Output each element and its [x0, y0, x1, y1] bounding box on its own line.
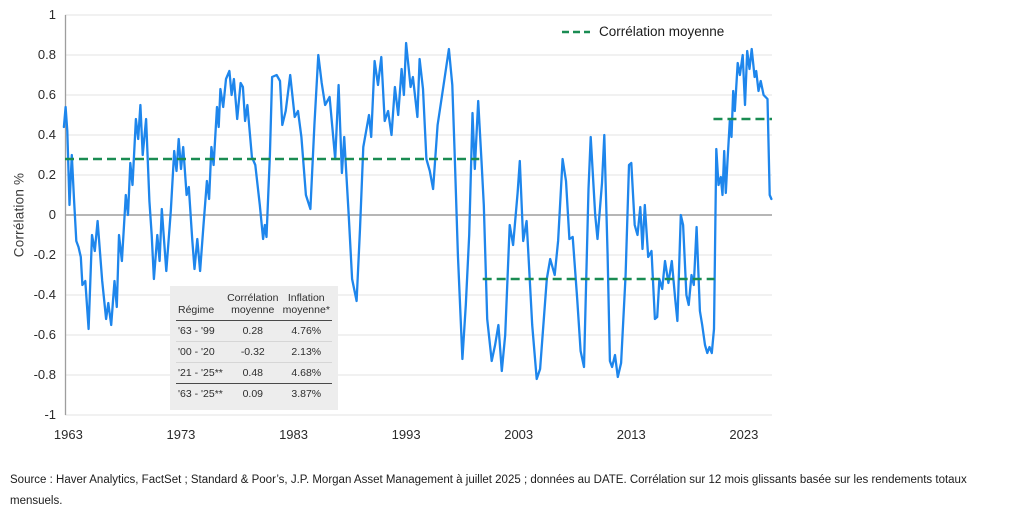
y-tick-label: -0.6	[33, 327, 56, 342]
table-cell: 2.13%	[280, 341, 332, 364]
table-cell: '63 - '25**	[176, 383, 226, 405]
y-tick-label: 1	[48, 7, 56, 22]
table-cell: 0.48	[242, 367, 263, 380]
table-header-cell: Inflation moyenne*	[280, 291, 332, 322]
y-tick-label: -0.8	[33, 367, 56, 382]
correlation-line	[62, 41, 773, 381]
x-tick-label: 1993	[391, 427, 421, 442]
regime-summary-table: Régime Corrélation moyenne Inflation moyenne…	[170, 286, 338, 411]
y-tick-label: -1	[44, 407, 56, 422]
x-tick-label: 1973	[166, 427, 196, 442]
table-row: '63 - '25** 0.09 3.87%	[176, 383, 332, 405]
x-tick-label: 2013	[616, 427, 646, 442]
table-row: '21 - '25** 0.48 4.68%	[176, 363, 332, 384]
table-cell: 4.68%	[291, 367, 322, 380]
y-tick-label: -0.4	[33, 287, 56, 302]
x-tick-label: 1963	[53, 427, 83, 442]
table-row: '63 - '99 0.28 4.76%	[176, 320, 332, 343]
table-cell: 4.76%	[280, 320, 332, 343]
y-tick-label: 0	[48, 207, 56, 222]
y-tick-label: 0.8	[37, 47, 56, 62]
table-cell: '21 - '25**	[178, 367, 223, 380]
y-tick-label: 0.6	[37, 87, 56, 102]
chart-plot-area	[62, 14, 773, 416]
x-tick-label: 2023	[729, 427, 759, 442]
x-tick-label: 2003	[504, 427, 534, 442]
table-row: '00 - '20 -0.32 2.13%	[176, 341, 332, 364]
table-cell: '63 - '99	[176, 320, 226, 343]
mean-correlation-dash-icon	[562, 30, 590, 33]
table-cell: 0.28	[225, 320, 281, 343]
table-header-cell: Régime	[176, 291, 226, 322]
table-header-cell: Corrélation moyenne	[225, 291, 281, 322]
table-cell: 3.87%	[280, 383, 332, 405]
table-cell: -0.32	[225, 341, 281, 364]
source-note: Source : Haver Analytics, FactSet ; Stan…	[10, 474, 967, 508]
legend-label: Corrélation moyenne	[599, 24, 725, 39]
table-cell: 0.09	[225, 383, 281, 405]
y-tick-label: 0.2	[37, 167, 56, 182]
x-tick-label: 1983	[279, 427, 308, 442]
y-tick-label: 0.4	[37, 127, 56, 142]
y-tick-label: -0.2	[33, 247, 56, 262]
table-cell: '00 - '20	[176, 341, 226, 364]
legend: Corrélation moyenne	[561, 24, 724, 39]
